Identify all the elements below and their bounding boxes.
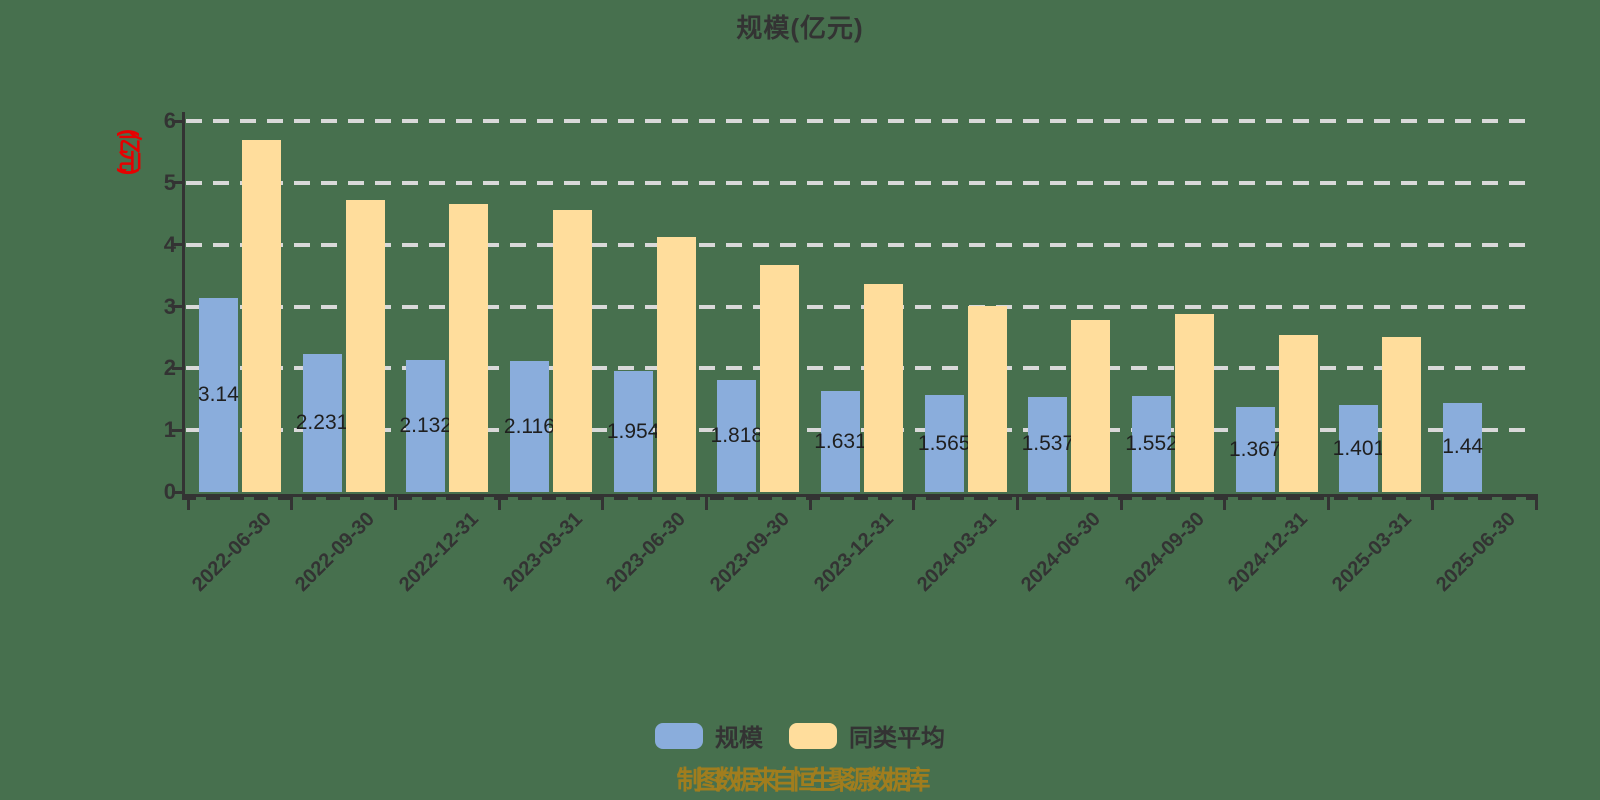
x-axis-tick-2 — [393, 496, 397, 510]
bar-peer-average-2022-09-30[interactable] — [345, 200, 385, 492]
bar-peer-average-2024-12-31[interactable] — [1278, 334, 1318, 492]
bar-label-2022-06-30: 3.14 — [197, 382, 239, 406]
x-axis-label-2023-12-31: 2023-12-31 — [809, 508, 898, 596]
gridline-y-6 — [186, 119, 1536, 124]
y-axis-unit-label: (亿元) — [116, 129, 142, 171]
y-axis-tick-5 — [172, 181, 182, 185]
bar-label-2022-12-31: 2.132 — [399, 414, 452, 438]
bar-label-2023-06-30: 1.954 — [606, 419, 660, 443]
bar-label-2023-03-31: 2.116 — [503, 414, 555, 438]
x-axis-tick-1 — [290, 496, 294, 510]
gridline-y-5 — [186, 180, 1536, 185]
bar-peer-average-2025-03-31[interactable] — [1382, 336, 1422, 492]
x-axis-label-2024-09-30: 2024-09-30 — [1120, 508, 1209, 596]
y-axis-label-2: 2 — [163, 355, 176, 381]
gridline-y-4 — [186, 242, 1536, 247]
bar-peer-average-2024-06-30[interactable] — [1071, 320, 1111, 492]
bar-scale-2025-06-30[interactable]: 1.44 — [1442, 402, 1484, 492]
x-axis-line — [182, 494, 1538, 497]
legend-swatch-scale — [655, 722, 703, 749]
bar-label-2024-06-30: 1.537 — [1021, 432, 1075, 456]
x-axis-label-2024-06-30: 2024-06-30 — [1017, 508, 1105, 596]
legend: 规模 同类平均 — [0, 718, 1600, 753]
gridline-y-2 — [186, 366, 1536, 371]
bar-peer-average-2023-06-30[interactable] — [656, 236, 696, 492]
bar-peer-average-2024-09-30[interactable] — [1175, 313, 1215, 492]
bar-scale-2024-12-31[interactable]: 1.367 — [1229, 407, 1282, 492]
legend-swatch-peer-average — [789, 722, 837, 749]
bar-scale-2023-03-31[interactable]: 2.116 — [504, 361, 555, 492]
x-axis-tick-6 — [808, 496, 812, 510]
legend-label-peer-average: 同类平均 — [849, 725, 945, 752]
bar-label-2023-09-30: 1.818 — [710, 423, 764, 447]
x-axis-tick-13 — [1534, 496, 1538, 510]
bar-label-2024-12-31: 1.367 — [1228, 437, 1282, 461]
x-axis-label-2025-06-30: 2025-06-30 — [1431, 508, 1520, 596]
y-axis-tick-1 — [172, 428, 182, 432]
bar-scale-2023-12-31[interactable]: 1.631 — [814, 391, 867, 492]
bar-scale-2025-03-31[interactable]: 1.401 — [1333, 405, 1385, 492]
bar-scale-2024-09-30[interactable]: 1.552 — [1125, 396, 1178, 492]
bar-peer-average-2023-09-30[interactable] — [760, 265, 800, 492]
x-axis-label-2023-06-30: 2023-06-30 — [602, 508, 691, 596]
x-axis-label-2023-09-30: 2023-09-30 — [705, 508, 794, 596]
bar-peer-average-2023-03-31[interactable] — [552, 210, 592, 492]
bar-peer-average-2024-03-31[interactable] — [967, 305, 1007, 492]
bar-peer-average-2022-12-31[interactable] — [449, 204, 489, 492]
y-axis-tick-4 — [172, 243, 182, 247]
x-axis-label-2022-06-30: 2022-06-30 — [187, 508, 276, 596]
x-axis-label-2022-09-30: 2022-09-30 — [291, 508, 380, 596]
x-axis-dashed-line — [182, 497, 1538, 500]
legend-label-scale: 规模 — [715, 725, 763, 752]
y-axis-label-3: 3 — [163, 293, 176, 319]
x-axis-label-2022-12-31: 2022-12-31 — [394, 508, 483, 596]
y-axis-label-6: 6 — [163, 108, 176, 134]
bar-scale-2022-09-30[interactable]: 2.231 — [296, 354, 348, 492]
bar-scale-2023-09-30[interactable]: 1.818 — [711, 379, 763, 492]
x-axis-tick-3 — [497, 496, 501, 510]
gridline-y-3 — [186, 304, 1536, 309]
bar-label-2024-03-31: 1.565 — [917, 431, 971, 455]
bar-scale-2023-06-30[interactable]: 1.954 — [607, 371, 659, 492]
y-axis-label-0: 0 — [163, 479, 176, 504]
bar-scale-2022-06-30[interactable]: 3.14 — [197, 297, 239, 492]
bar-label-2024-09-30: 1.552 — [1125, 432, 1178, 455]
x-axis-tick-10 — [1223, 496, 1227, 510]
x-axis-tick-0 — [186, 496, 190, 510]
y-axis-tick-0 — [172, 490, 182, 494]
legend-item-peer-average[interactable]: 同类平均 — [789, 718, 945, 753]
bar-scale-2022-12-31[interactable]: 2.132 — [399, 360, 452, 492]
x-axis-tick-4 — [601, 496, 605, 510]
bar-peer-average-2022-06-30[interactable] — [241, 140, 281, 492]
x-axis-tick-5 — [704, 496, 708, 510]
y-axis-label-1: 1 — [163, 417, 176, 443]
y-axis-line — [182, 112, 185, 500]
y-axis-label-4: 4 — [163, 231, 176, 257]
bar-peer-average-2023-12-31[interactable] — [864, 283, 903, 492]
x-axis-label-2023-03-31: 2023-03-31 — [498, 508, 587, 596]
y-axis-label-5: 5 — [163, 169, 176, 195]
source-note: 制图数据来自恒生聚源数据库 — [676, 765, 930, 795]
y-axis-tick-3 — [172, 305, 182, 308]
bar-scale-2024-03-31[interactable]: 1.565 — [918, 395, 970, 492]
x-axis-tick-8 — [1016, 496, 1020, 510]
x-axis-tick-7 — [912, 496, 916, 510]
x-axis-tick-11 — [1327, 496, 1331, 510]
bar-scale-2024-06-30[interactable]: 1.537 — [1022, 396, 1074, 492]
bar-label-2025-06-30: 1.44 — [1442, 435, 1484, 459]
chart-title: 规模(亿元) — [736, 13, 864, 43]
bar-label-2022-09-30: 2.231 — [295, 411, 349, 435]
x-axis-label-2025-03-31: 2025-03-31 — [1328, 508, 1417, 596]
x-axis-label-2024-12-31: 2024-12-31 — [1224, 508, 1313, 596]
bar-label-2025-03-31: 1.401 — [1332, 436, 1386, 460]
y-axis-tick-2 — [172, 366, 182, 370]
legend-item-scale[interactable]: 规模 — [655, 718, 763, 753]
x-axis-tick-12 — [1430, 496, 1434, 510]
x-axis-label-2024-03-31: 2024-03-31 — [913, 508, 1002, 596]
y-axis-tick-6 — [172, 119, 182, 123]
bar-label-2023-12-31: 1.631 — [814, 429, 867, 453]
gridline-y-1 — [186, 428, 1536, 433]
x-axis-tick-9 — [1119, 496, 1123, 510]
